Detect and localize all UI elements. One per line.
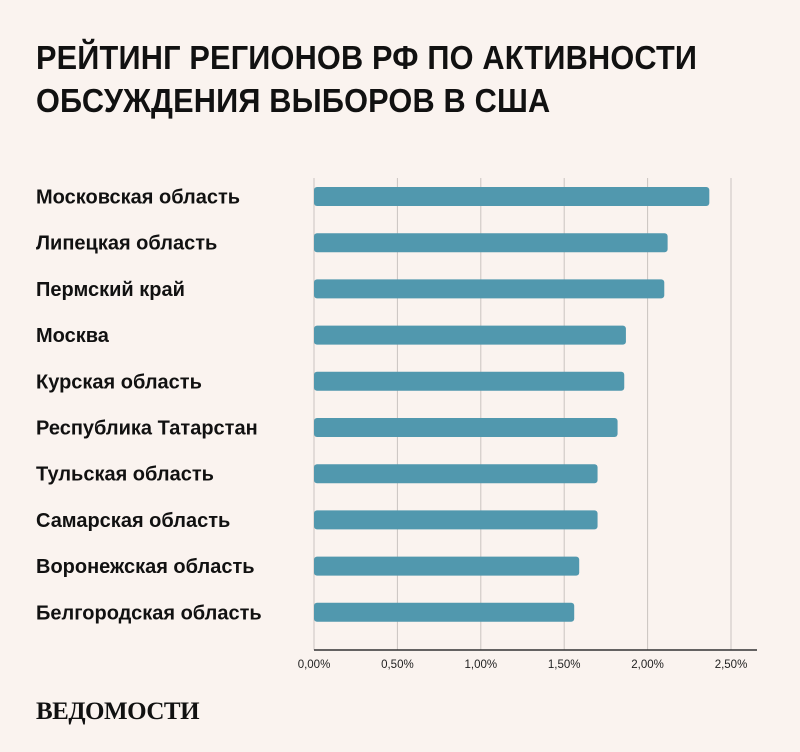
bar	[314, 187, 710, 206]
bar	[314, 371, 625, 391]
category-label: Воронежская область	[36, 556, 255, 578]
vedomosti-logo: ВЕДОМОСТИ	[36, 698, 200, 725]
chart-title-line-1: РЕЙТИНГ РЕГИОНОВ РФ ПО АКТИВНОСТИ	[36, 39, 698, 76]
category-label: Московская область	[36, 187, 240, 209]
x-tick-label: 1,50%	[548, 659, 581, 671]
x-tick-label: 1,00%	[464, 659, 497, 671]
x-axis: 0,00% 0,50% 1,00% 1,50% 2,00% 2,50%	[298, 649, 757, 671]
category-label: Москва	[36, 325, 110, 347]
category-labels: Московская область Липецкая область Пермск…	[36, 187, 262, 625]
category-label: Курская область	[36, 371, 202, 393]
bars	[314, 187, 710, 622]
category-label: Белгородская область	[36, 602, 262, 624]
x-tick-label: 0,00%	[298, 659, 331, 671]
chart-title-line-2: ОБСУЖДЕНИЯ ВЫБОРОВ В США	[36, 82, 551, 119]
bar	[314, 464, 598, 484]
bar	[314, 602, 575, 622]
bar	[314, 233, 668, 253]
chart-title: РЕЙТИНГ РЕГИОНОВ РФ ПО АКТИВНОСТИ ОБСУЖД…	[36, 36, 724, 122]
bar	[314, 510, 598, 530]
x-tick-label: 2,00%	[631, 659, 664, 671]
x-tick-label: 0,50%	[381, 659, 414, 671]
bar	[314, 279, 665, 299]
bar	[314, 325, 626, 345]
category-label: Республика Татарстан	[36, 418, 258, 440]
category-label: Самарская область	[36, 510, 230, 532]
bar	[314, 418, 618, 437]
category-label: Липецкая область	[36, 233, 217, 255]
category-label: Пермский край	[36, 279, 185, 301]
bar-chart: Московская область Липецкая область Пермск…	[36, 178, 757, 671]
x-tick-label: 2,50%	[715, 659, 748, 671]
category-label: Тульская область	[36, 464, 214, 486]
bar	[314, 556, 580, 576]
